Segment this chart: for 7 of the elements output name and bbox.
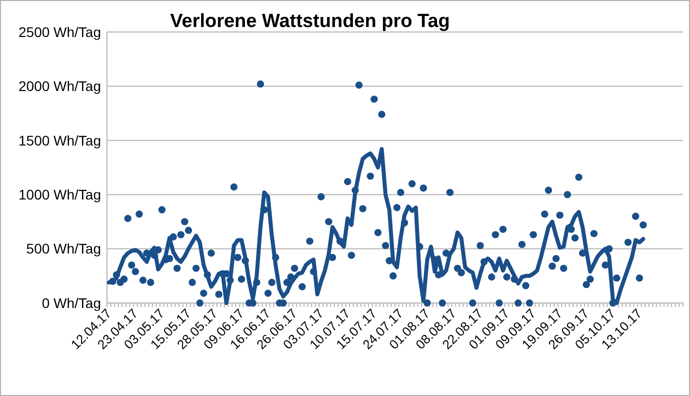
y-tick-label: 1500 Wh/Tag [18, 132, 101, 148]
y-tick-label: 500 Wh/Tag [26, 240, 101, 257]
y-tick-label: 1000 Wh/Tag [18, 186, 101, 202]
y-tick-label: 2000 Wh/Tag [18, 78, 101, 94]
y-tick-label: 2500 Wh/Tag [18, 24, 101, 40]
y-tick-label: 0 Wh/Tag [42, 294, 101, 311]
chart-title: Verlorene Wattstunden pro Tag [170, 11, 450, 32]
